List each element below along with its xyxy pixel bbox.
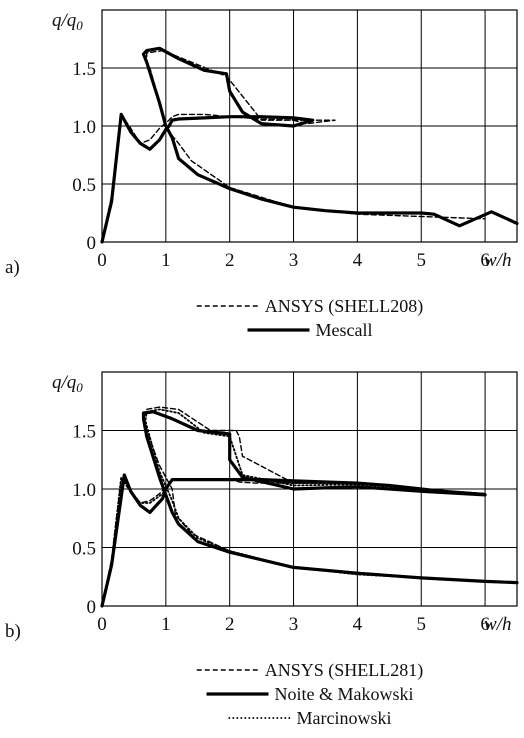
- chart-panel-a: 0 0.5 1.0 1.5 0 1 2 3 4 5 6 q/q0 w/h a) ANSYS (SHELL20…: [5, 9, 519, 340]
- x-tick-label: 5: [416, 250, 426, 271]
- y-tick-label: 0.5: [72, 539, 96, 560]
- y-tick-label: 1.5: [72, 59, 96, 80]
- x-tick-label: 2: [225, 250, 235, 271]
- legend-label: Marcinowski: [297, 708, 392, 728]
- y-tick-label: 1.0: [72, 117, 96, 138]
- x-tick-label: 1: [161, 614, 171, 635]
- x-tick-label: 0: [97, 614, 107, 635]
- series-line-mescall: [100, 46, 519, 244]
- x-tick-label: 4: [353, 614, 363, 635]
- y-tick-label: 0: [87, 597, 97, 618]
- y-axis-label: q/q0: [52, 372, 83, 395]
- x-tick-label: 4: [353, 250, 363, 271]
- legend-entry: Noite & Makowski: [206, 684, 414, 704]
- x-tick-label: 5: [416, 614, 426, 635]
- x-tick-label: 2: [225, 614, 235, 635]
- series-line-ansys-shell208-: [101, 49, 486, 243]
- x-tick-label: 3: [289, 250, 299, 271]
- x-tick-label: 0: [97, 250, 107, 271]
- plot-frame: [101, 371, 518, 607]
- y-tick-label: 1.0: [72, 480, 96, 501]
- x-tick-label: 3: [289, 614, 299, 635]
- y-tick-label: 0.5: [72, 175, 96, 196]
- legend-label: Mescall: [316, 320, 373, 340]
- series-line-marcinowski: [101, 408, 518, 607]
- legend-label: ANSYS (SHELL208): [265, 296, 424, 317]
- y-axis-label: q/q0: [52, 10, 83, 33]
- legend-entry: Marcinowski: [228, 708, 392, 728]
- legend-label: Noite & Makowski: [275, 684, 414, 704]
- y-tick-label: 1.5: [72, 422, 96, 443]
- panel-label: a): [5, 257, 20, 278]
- x-tick-label: 6: [480, 614, 490, 635]
- x-tick-label: 1: [161, 250, 171, 271]
- plot-frame: [101, 9, 518, 243]
- x-tick-label: 6: [480, 250, 490, 271]
- legend-entry: ANSYS (SHELL281): [196, 660, 424, 681]
- y-tick-label: 0: [87, 233, 97, 254]
- panel-label: b): [5, 621, 21, 642]
- series-line-noite-makowski: [100, 410, 519, 608]
- legend-label: ANSYS (SHELL281): [265, 660, 424, 681]
- legend-entry: ANSYS (SHELL208): [196, 296, 424, 317]
- x-axis-label: w/h: [484, 614, 511, 635]
- chart-panel-b: 0 0.5 1.0 1.5 0 1 2 3 4 5 6 q/q0 w/h b) ANSYS (SHELL28…: [5, 371, 519, 728]
- series-line-ansys-shell281-: [101, 406, 518, 607]
- x-axis-label: w/h: [484, 250, 511, 271]
- legend-entry: Mescall: [247, 320, 373, 340]
